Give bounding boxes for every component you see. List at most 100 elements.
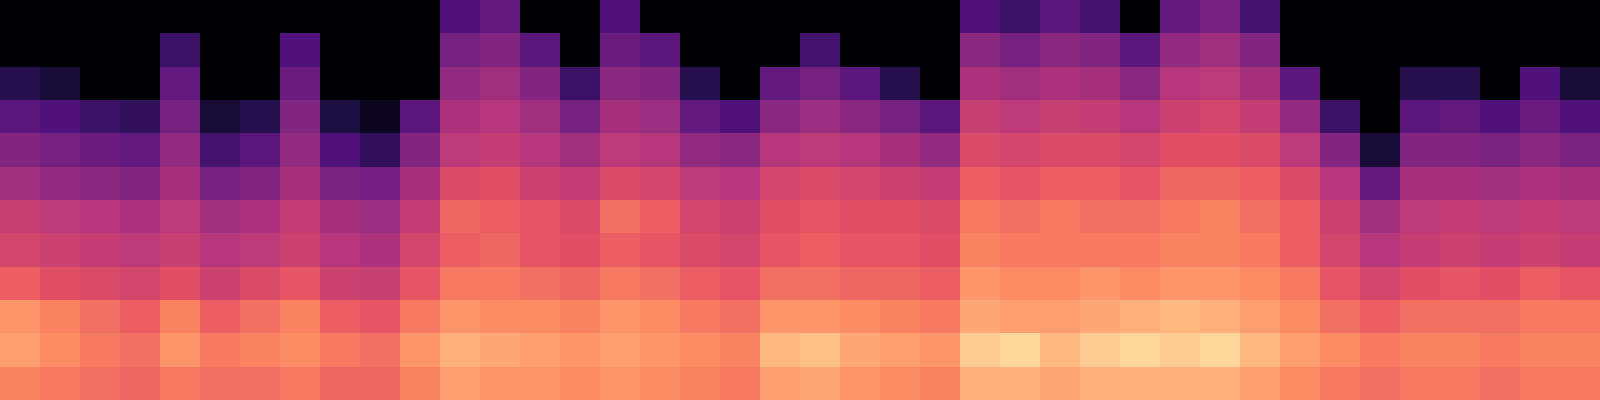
- heatmap-cell: [360, 233, 400, 267]
- heatmap-cell: [1560, 333, 1600, 367]
- heatmap-cell: [1080, 333, 1120, 367]
- heatmap-cell: [1200, 0, 1240, 33]
- heatmap-cell: [1520, 0, 1560, 33]
- heatmap-cell: [920, 367, 960, 400]
- heatmap-cell: [1040, 367, 1080, 400]
- heatmap-cell: [80, 100, 120, 133]
- heatmap-cell: [1120, 267, 1160, 300]
- heatmap-cell: [840, 233, 880, 267]
- heatmap-cell: [240, 67, 280, 100]
- heatmap-cell: [40, 233, 80, 267]
- heatmap-cell: [480, 167, 520, 200]
- heatmap-cell: [720, 100, 760, 133]
- heatmap-cell: [1120, 0, 1160, 33]
- heatmap-cell: [1520, 33, 1560, 67]
- heatmap-cell: [0, 367, 40, 400]
- heatmap-cell: [1440, 233, 1480, 267]
- heatmap-cell: [160, 233, 200, 267]
- heatmap-cell: [720, 333, 760, 367]
- heatmap-cell: [760, 167, 800, 200]
- heatmap-cell: [360, 300, 400, 333]
- heatmap-cell: [880, 200, 920, 233]
- heatmap-cell: [840, 0, 880, 33]
- heatmap-cell: [880, 100, 920, 133]
- heatmap-cell: [400, 33, 440, 67]
- heatmap-cell: [800, 267, 840, 300]
- heatmap-cell: [1360, 300, 1400, 333]
- heatmap-cell: [880, 33, 920, 67]
- heatmap-cell: [480, 100, 520, 133]
- heatmap-cell: [480, 133, 520, 167]
- heatmap-cell: [1520, 300, 1560, 333]
- heatmap-cell: [1240, 0, 1280, 33]
- heatmap-cell: [1280, 300, 1320, 333]
- heatmap-cell: [160, 100, 200, 133]
- heatmap-cell: [520, 100, 560, 133]
- heatmap-cell: [280, 167, 320, 200]
- heatmap-cell: [680, 300, 720, 333]
- heatmap-cell: [120, 167, 160, 200]
- heatmap-cell: [600, 333, 640, 367]
- heatmap-cell: [640, 67, 680, 100]
- heatmap-cell: [400, 133, 440, 167]
- heatmap-cell: [920, 233, 960, 267]
- heatmap-cell: [600, 0, 640, 33]
- heatmap-cell: [0, 67, 40, 100]
- heatmap-cell: [880, 67, 920, 100]
- heatmap-cell: [280, 133, 320, 167]
- heatmap-cell: [1280, 333, 1320, 367]
- heatmap-cell: [440, 200, 480, 233]
- heatmap-cell: [920, 300, 960, 333]
- heatmap-cell: [400, 367, 440, 400]
- heatmap-cell: [760, 200, 800, 233]
- heatmap-cell: [1120, 133, 1160, 167]
- heatmap-cell: [840, 333, 880, 367]
- heatmap-cell: [320, 100, 360, 133]
- heatmap-cell: [840, 67, 880, 100]
- heatmap-cell: [200, 333, 240, 367]
- heatmap-cell: [800, 0, 840, 33]
- heatmap-cell: [1200, 300, 1240, 333]
- heatmap-cell: [1360, 167, 1400, 200]
- heatmap-cell: [1280, 133, 1320, 167]
- heatmap-cell: [1320, 167, 1360, 200]
- heatmap-cell: [240, 133, 280, 167]
- heatmap-cell: [480, 67, 520, 100]
- heatmap-cell: [120, 233, 160, 267]
- heatmap-cell: [880, 300, 920, 333]
- heatmap-cell: [120, 367, 160, 400]
- heatmap-cell: [1040, 333, 1080, 367]
- heatmap-cell: [1480, 267, 1520, 300]
- heatmap-cell: [640, 200, 680, 233]
- heatmap-cell: [240, 33, 280, 67]
- heatmap-cell: [720, 167, 760, 200]
- heatmap-cell: [1280, 33, 1320, 67]
- heatmap-cell: [1280, 200, 1320, 233]
- heatmap-cell: [1560, 200, 1600, 233]
- heatmap-cell: [1560, 133, 1600, 167]
- heatmap-cell: [80, 333, 120, 367]
- heatmap-cell: [1320, 300, 1360, 333]
- heatmap-cell: [1440, 333, 1480, 367]
- heatmap-cell: [400, 67, 440, 100]
- heatmap-cell: [840, 133, 880, 167]
- heatmap-cell: [1120, 367, 1160, 400]
- heatmap-cell: [1120, 67, 1160, 100]
- heatmap-cell: [1240, 367, 1280, 400]
- heatmap-cell: [200, 367, 240, 400]
- heatmap-cell: [520, 267, 560, 300]
- heatmap-cell: [1000, 200, 1040, 233]
- heatmap-cell: [800, 100, 840, 133]
- heatmap-cell: [0, 267, 40, 300]
- heatmap-cell: [120, 300, 160, 333]
- heatmap-cell: [1200, 67, 1240, 100]
- heatmap-cell: [0, 233, 40, 267]
- heatmap-cell: [1240, 133, 1280, 167]
- heatmap-cell: [1560, 33, 1600, 67]
- heatmap-cell: [1040, 0, 1080, 33]
- heatmap-cell: [360, 133, 400, 167]
- heatmap-cell: [800, 200, 840, 233]
- heatmap-cell: [40, 200, 80, 233]
- heatmap-cell: [440, 167, 480, 200]
- heatmap-cell: [1280, 167, 1320, 200]
